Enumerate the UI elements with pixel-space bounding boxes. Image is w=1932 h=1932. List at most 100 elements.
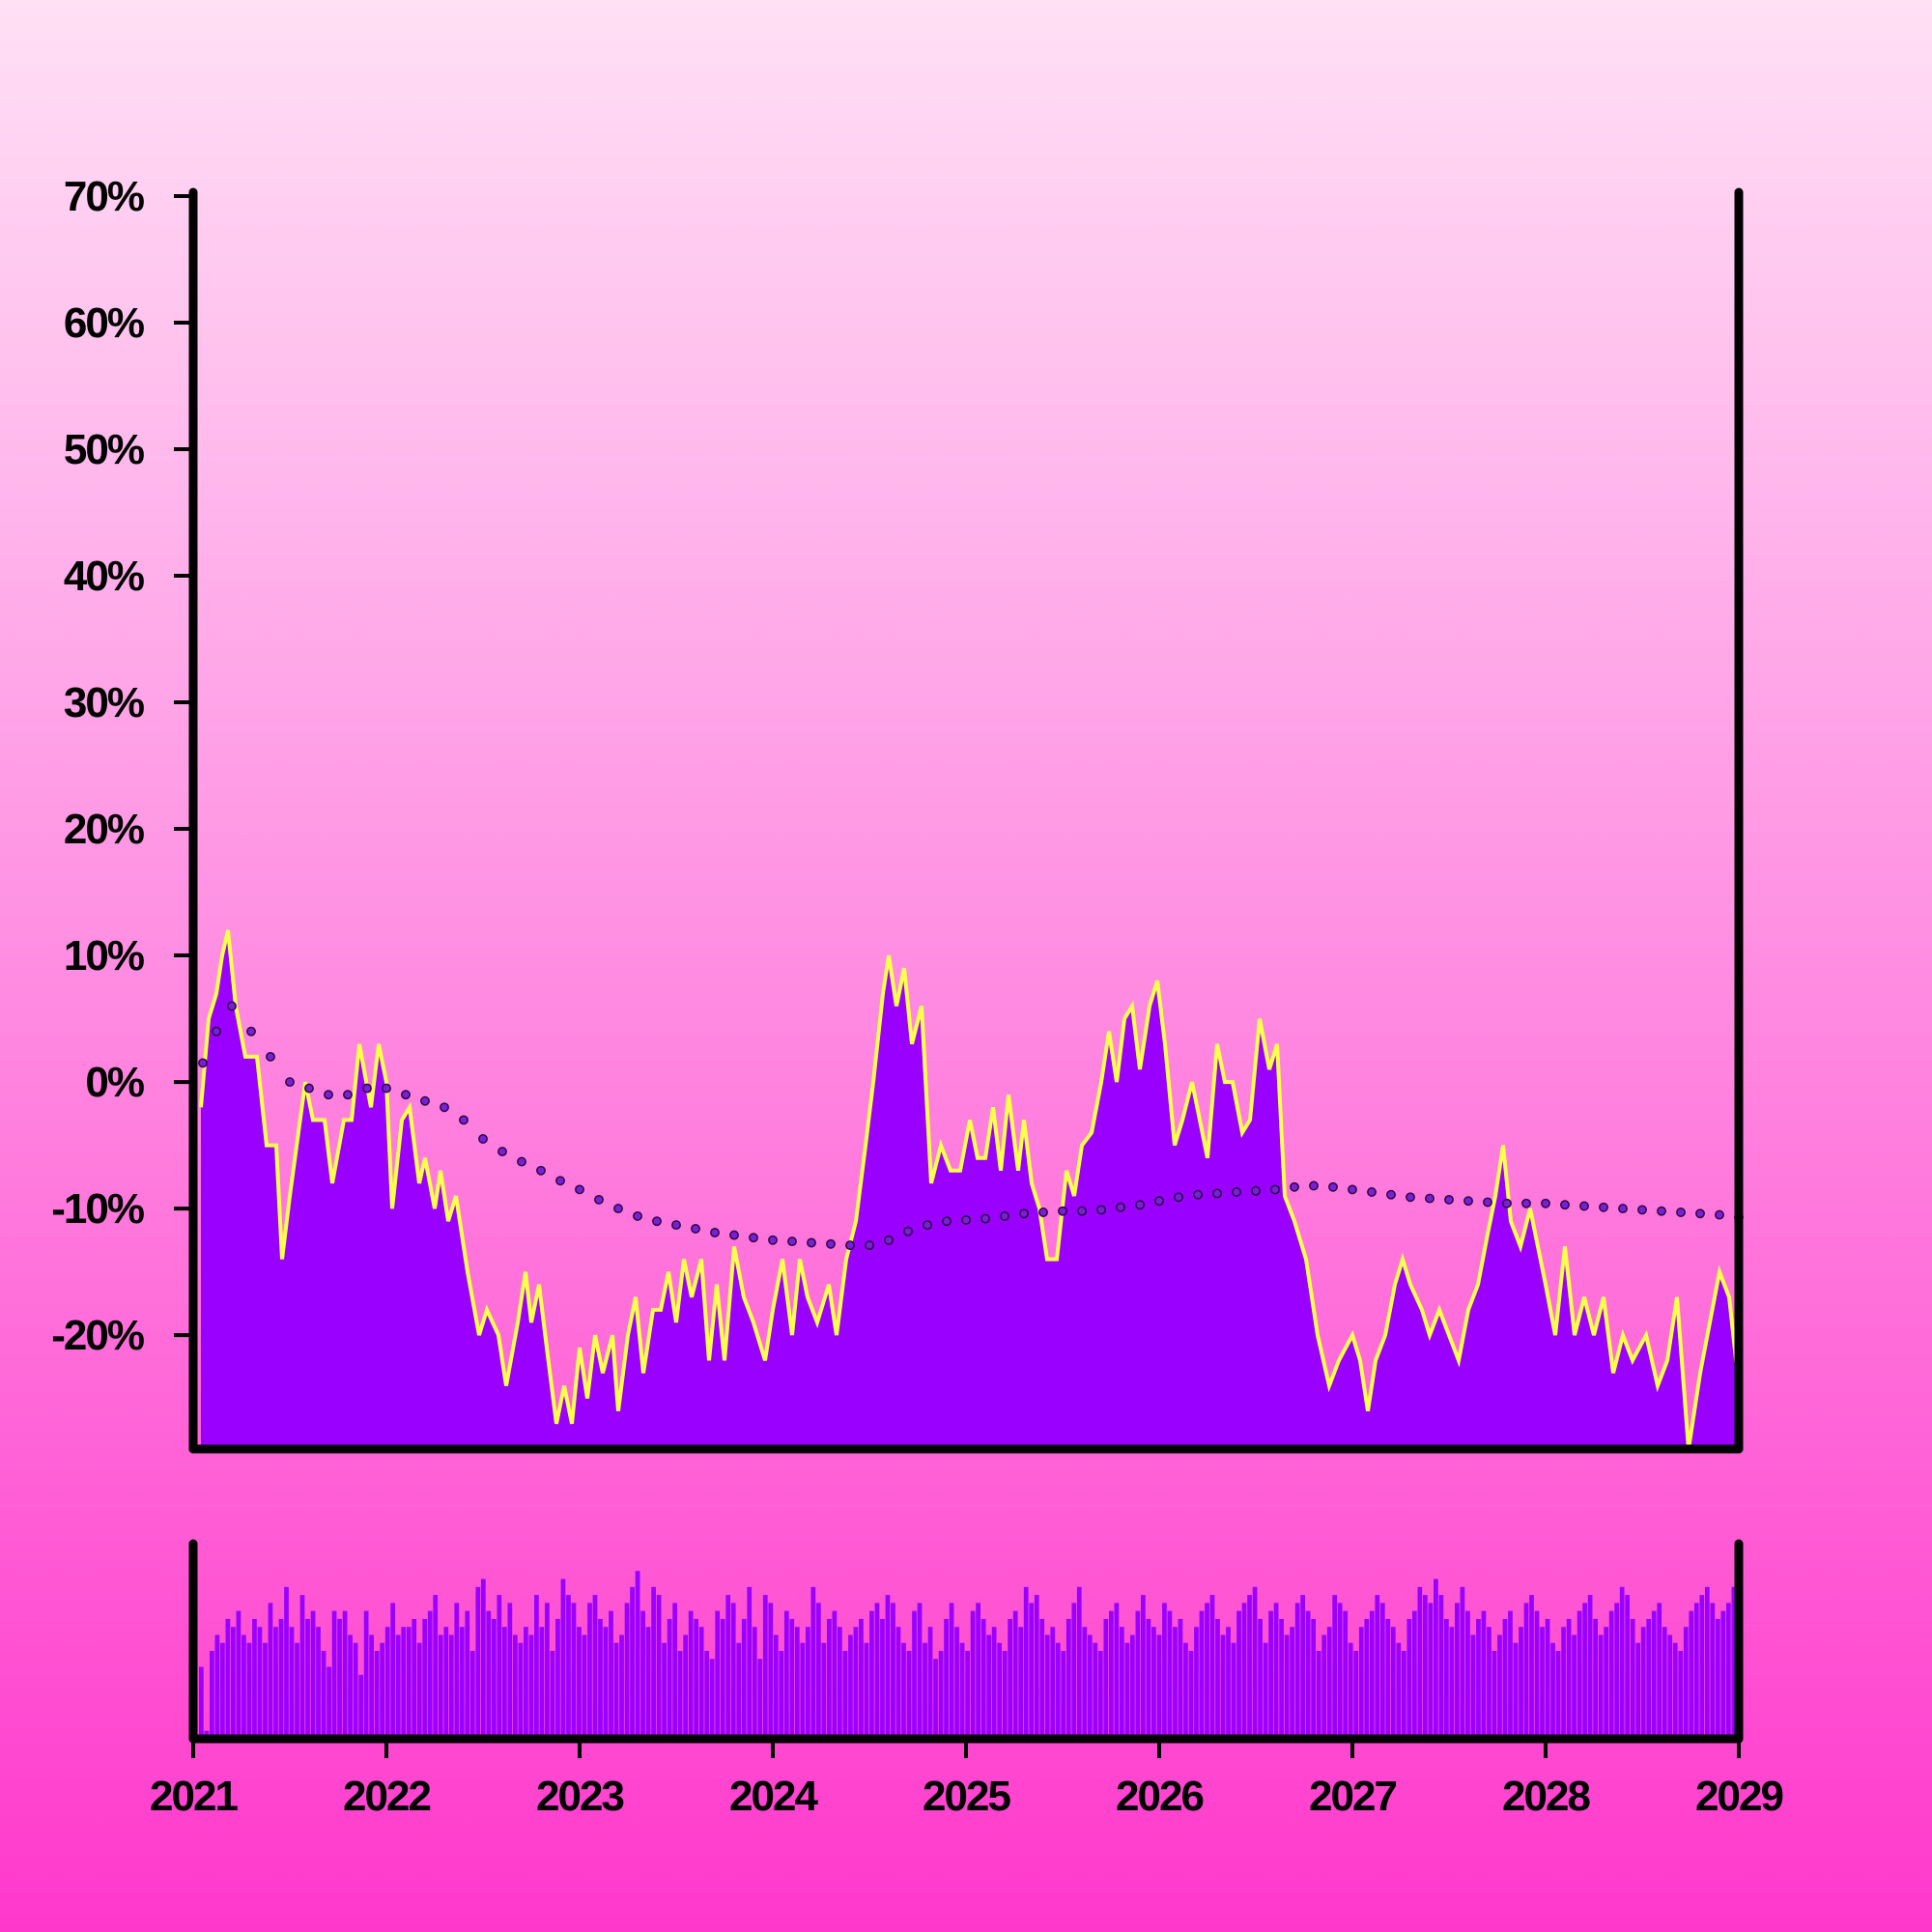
- trend-dot: [1309, 1180, 1319, 1191]
- y-tick-label: 30%: [64, 679, 144, 726]
- trend-dot: [212, 1026, 221, 1037]
- volume-bar: [587, 1603, 592, 1739]
- volume-bar: [465, 1610, 470, 1739]
- main-area-layer: [199, 929, 1741, 1450]
- volume-bar: [810, 1586, 816, 1739]
- volume-bar: [1385, 1618, 1391, 1739]
- volume-bar: [1657, 1603, 1662, 1739]
- volume-bar: [1635, 1642, 1641, 1739]
- axes-layer: [174, 187, 1744, 1758]
- volume-bar: [1693, 1603, 1699, 1739]
- volume-bar: [1550, 1642, 1555, 1739]
- volume-bar: [1555, 1651, 1561, 1739]
- volume-bar: [874, 1603, 880, 1739]
- volume-bar: [1012, 1610, 1018, 1739]
- volume-bar: [390, 1603, 396, 1739]
- trend-dot: [362, 1083, 372, 1094]
- trend-dot: [729, 1230, 739, 1240]
- volume-bar: [895, 1627, 901, 1739]
- volume-bar: [1502, 1618, 1508, 1739]
- volume-bar: [1241, 1603, 1247, 1739]
- volume-bar: [1731, 1586, 1737, 1739]
- volume-bar: [672, 1603, 677, 1739]
- volume-bar: [1619, 1586, 1625, 1739]
- volume-bar: [1449, 1627, 1455, 1739]
- volume-bar: [1411, 1610, 1417, 1739]
- volume-bar: [1598, 1634, 1604, 1739]
- volume-bar: [1023, 1586, 1029, 1739]
- volume-bar: [598, 1618, 603, 1739]
- volume-bar: [1162, 1603, 1167, 1739]
- volume-bar: [1130, 1634, 1135, 1739]
- volume-bar: [1513, 1642, 1519, 1739]
- trend-dot: [961, 1214, 971, 1225]
- volume-bar: [1151, 1627, 1156, 1739]
- volume-bar: [1034, 1595, 1039, 1739]
- volume-bar: [949, 1603, 954, 1739]
- trend-dot: [1444, 1194, 1454, 1205]
- volume-bar: [524, 1627, 528, 1739]
- volume-bar: [1422, 1595, 1428, 1739]
- volume-bar: [427, 1610, 433, 1739]
- volume-bar: [220, 1642, 225, 1739]
- volume-bar: [469, 1651, 475, 1739]
- volume-bar: [416, 1642, 422, 1739]
- volume-bar: [1672, 1642, 1678, 1739]
- volume-bar: [1311, 1618, 1317, 1739]
- volume-bar: [1640, 1627, 1646, 1739]
- x-tick-label: 2025: [923, 1773, 1010, 1820]
- volume-bar: [299, 1595, 305, 1739]
- trend-dot: [440, 1102, 449, 1113]
- volume-bar: [1205, 1603, 1209, 1739]
- trend-dot: [246, 1026, 256, 1037]
- price-line: [199, 929, 1741, 1450]
- volume-bar: [757, 1659, 763, 1739]
- volume-bar: [747, 1586, 753, 1739]
- trend-dot: [1425, 1193, 1435, 1204]
- volume-bar: [715, 1610, 721, 1739]
- volume-bar: [1093, 1642, 1098, 1739]
- volume-bar: [1428, 1603, 1434, 1739]
- volume-bar: [592, 1595, 598, 1739]
- trend-dot: [1348, 1184, 1357, 1195]
- x-tick-label: 2029: [1695, 1773, 1782, 1820]
- trend-dot: [1096, 1205, 1106, 1215]
- trend-dot: [671, 1220, 681, 1231]
- trend-dot: [652, 1216, 662, 1227]
- volume-bars-layer: [199, 1571, 1737, 1739]
- trend-dot: [266, 1051, 275, 1062]
- volume-bar: [1379, 1603, 1385, 1739]
- trend-dot: [1367, 1187, 1377, 1197]
- volume-bar: [1194, 1627, 1199, 1739]
- volume-bar: [358, 1674, 363, 1739]
- volume-bar: [1188, 1651, 1194, 1739]
- volume-bar: [1316, 1651, 1321, 1739]
- volume-bar: [1593, 1618, 1598, 1739]
- volume-bar: [1460, 1586, 1465, 1739]
- volume-bar: [1279, 1618, 1284, 1739]
- trend-dot: [1328, 1181, 1338, 1192]
- y-tick-label: -10%: [51, 1185, 144, 1233]
- volume-bar: [1699, 1595, 1705, 1739]
- volume-bar: [667, 1618, 672, 1739]
- volume-bar: [842, 1651, 848, 1739]
- trend-dot: [517, 1156, 526, 1167]
- y-tick-label: 40%: [64, 553, 144, 600]
- x-tick-label: 2023: [536, 1773, 623, 1820]
- volume-bar: [321, 1651, 327, 1739]
- volume-bar: [959, 1642, 965, 1739]
- volume-bar: [1476, 1618, 1481, 1739]
- volume-bar: [1353, 1651, 1359, 1739]
- volume-bar: [1651, 1610, 1657, 1739]
- volume-bar: [363, 1610, 369, 1739]
- volume-bar: [1683, 1627, 1689, 1739]
- volume-bar: [880, 1618, 885, 1739]
- volume-bar: [827, 1618, 832, 1739]
- volume-bar: [225, 1618, 231, 1739]
- volume-bar: [1348, 1642, 1353, 1739]
- volume-bar: [885, 1595, 891, 1739]
- tick-labels-layer: 70% 60% 50% 40% 30% 20% 10% 0% -10% -20% 2021 2022 2…: [51, 173, 1784, 1820]
- volume-bar: [609, 1610, 613, 1739]
- volume-bar: [645, 1627, 651, 1739]
